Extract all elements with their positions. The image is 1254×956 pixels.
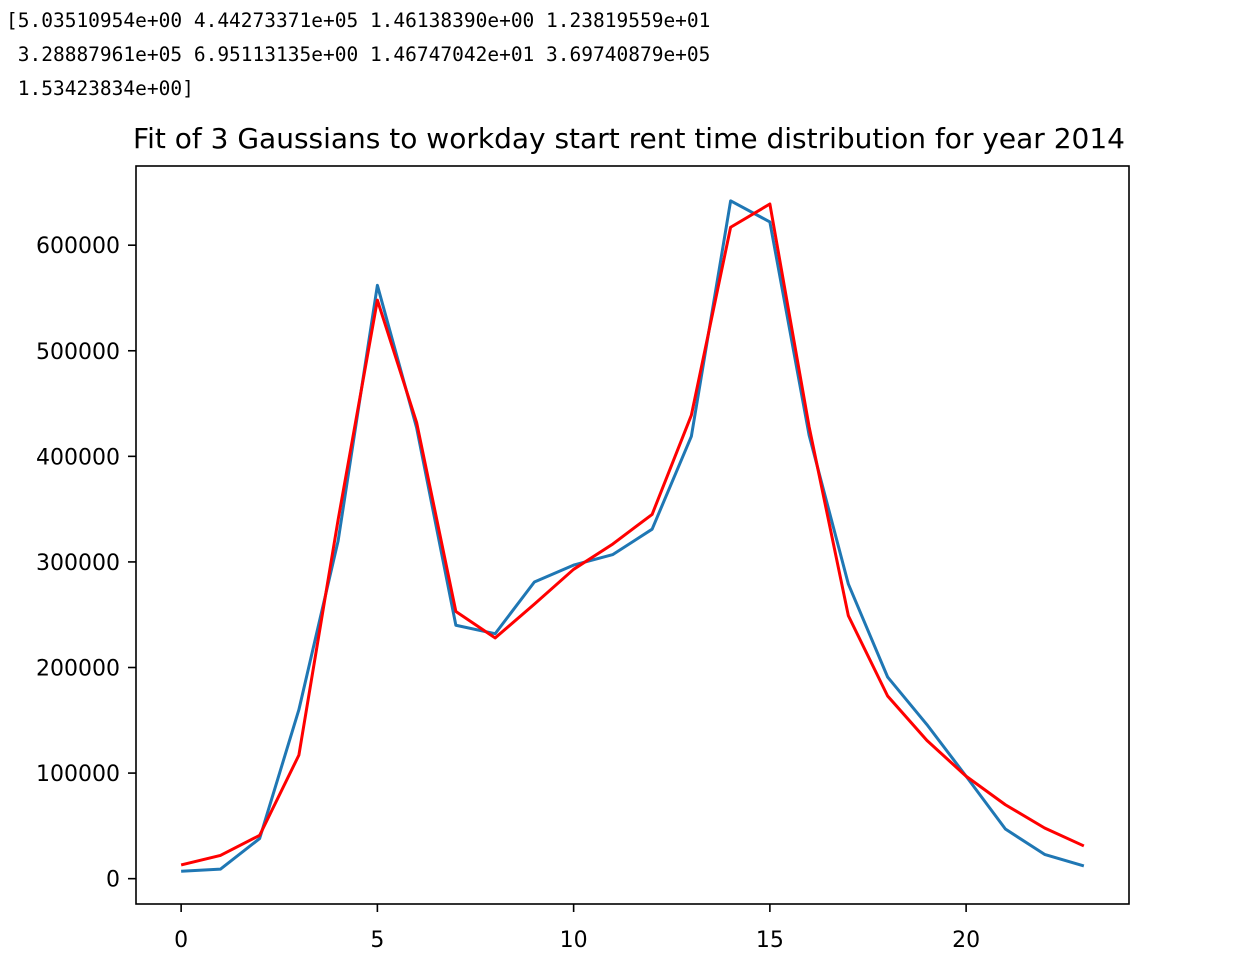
x-tick-label: 5 bbox=[370, 928, 384, 953]
series-line-1 bbox=[181, 199, 1085, 873]
axes: 0 5 10 15 20 0 100000 200000 300000 400000 500000 6… bbox=[36, 234, 980, 953]
series-line-2 bbox=[180, 202, 1085, 867]
y-tick-label: 400000 bbox=[36, 445, 120, 470]
y-tick-label: 300000 bbox=[36, 551, 120, 576]
printed-line-2: 3.28887961e+05 6.95113135e+00 1.46747042… bbox=[6, 43, 711, 66]
y-tick-label: 100000 bbox=[36, 762, 120, 787]
plot-area bbox=[180, 199, 1085, 873]
y-tick-label: 200000 bbox=[36, 657, 120, 682]
x-tick-label: 20 bbox=[952, 928, 980, 953]
y-tick-label: 0 bbox=[106, 868, 120, 893]
printed-parameters: [5.03510954e+00 4.44273371e+05 1.4613839… bbox=[6, 4, 710, 106]
x-tick-label: 15 bbox=[756, 928, 784, 953]
x-tick-label: 0 bbox=[174, 928, 188, 953]
plot-frame bbox=[135, 165, 1130, 905]
y-tick-label: 500000 bbox=[36, 340, 120, 365]
x-tick-label: 10 bbox=[560, 928, 588, 953]
y-tick-label: 600000 bbox=[36, 234, 120, 259]
chart-title: Fit of 3 Gaussians to workday start rent… bbox=[133, 122, 1125, 155]
printed-line-1: [5.03510954e+00 4.44273371e+05 1.4613839… bbox=[6, 9, 711, 32]
printed-line-3: 1.53423834e+00] bbox=[6, 77, 194, 100]
